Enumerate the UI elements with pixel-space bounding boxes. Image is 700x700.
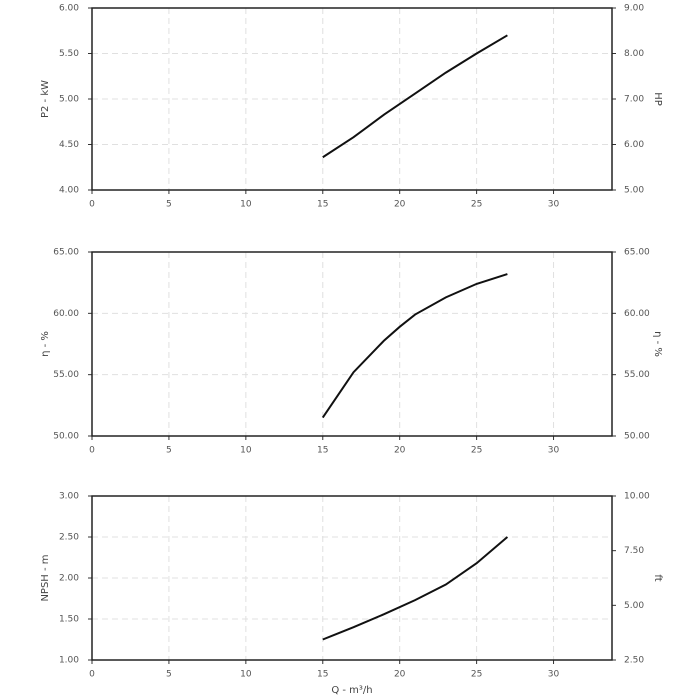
y2-tick-label: 9.00 (624, 4, 644, 14)
y2-tick-label: 5.00 (624, 186, 644, 196)
y2-tick-label: 7.50 (624, 546, 644, 556)
y-tick-label: 3.00 (59, 492, 79, 502)
plot-frame (91, 495, 613, 661)
y-tick-label: 4.50 (59, 140, 79, 150)
y2-tick-label: 2.50 (624, 656, 644, 666)
data-line (322, 34, 508, 159)
x-tick-label: 20 (394, 200, 406, 210)
data-line (322, 536, 509, 641)
x-tick-label: 20 (394, 670, 406, 680)
y-tick-label: 5.50 (59, 49, 79, 59)
y-tick-label: 50.00 (53, 432, 79, 442)
y-tick-label: 2.50 (59, 533, 79, 543)
data-line (321, 273, 508, 419)
x-tick-label: 10 (240, 200, 252, 210)
x-tick-label: 5 (166, 200, 172, 210)
plot-frame (91, 251, 613, 437)
y2-axis-label: ft (652, 574, 663, 581)
y-tick-label: 4.00 (59, 186, 79, 196)
plot-frame (91, 7, 613, 191)
y-tick-label: 2.00 (59, 574, 79, 584)
x-tick-label: 25 (471, 200, 482, 210)
y2-tick-label: 8.00 (624, 49, 644, 59)
y2-tick-label: 6.00 (624, 140, 644, 150)
x-tick-label: 25 (471, 670, 482, 680)
y-tick-label: 60.00 (53, 309, 79, 319)
x-tick-label: 0 (89, 670, 95, 680)
x-tick-label: 15 (317, 200, 328, 210)
x-tick-label: 10 (240, 446, 252, 456)
y-axis-label: NPSH - m (40, 554, 51, 601)
x-tick-label: 30 (548, 670, 560, 680)
y2-tick-label: 60.00 (624, 309, 650, 319)
x-tick-label: 30 (548, 200, 560, 210)
x-tick-label: 25 (471, 446, 482, 456)
x-axis-label: Q - m³/h (331, 685, 372, 696)
x-tick-label: 15 (317, 446, 328, 456)
y-tick-label: 5.00 (59, 95, 79, 105)
y-tick-label: 1.50 (59, 615, 79, 625)
y2-tick-label: 5.00 (624, 601, 644, 611)
x-tick-label: 20 (394, 446, 406, 456)
y-axis-label: P2 - kW (40, 80, 51, 118)
x-tick-label: 30 (548, 446, 560, 456)
y2-tick-label: 50.00 (624, 432, 650, 442)
y-tick-label: 6.00 (59, 4, 79, 14)
x-tick-label: 15 (317, 670, 328, 680)
y2-tick-label: 55.00 (624, 370, 650, 380)
y-tick-label: 55.00 (53, 370, 79, 380)
y-tick-label: 65.00 (53, 248, 79, 258)
y2-tick-label: 65.00 (624, 248, 650, 258)
x-tick-label: 0 (89, 446, 95, 456)
y2-tick-label: 7.00 (624, 95, 644, 105)
y2-axis-label: HP (652, 92, 663, 106)
y-axis-label: η - % (40, 331, 51, 357)
y-tick-label: 1.00 (59, 656, 79, 666)
x-tick-label: 10 (240, 670, 252, 680)
x-tick-label: 0 (89, 200, 95, 210)
x-tick-label: 5 (166, 670, 172, 680)
y2-axis-label: η - % (652, 331, 663, 357)
y2-tick-label: 10.00 (624, 492, 650, 502)
x-tick-label: 5 (166, 446, 172, 456)
